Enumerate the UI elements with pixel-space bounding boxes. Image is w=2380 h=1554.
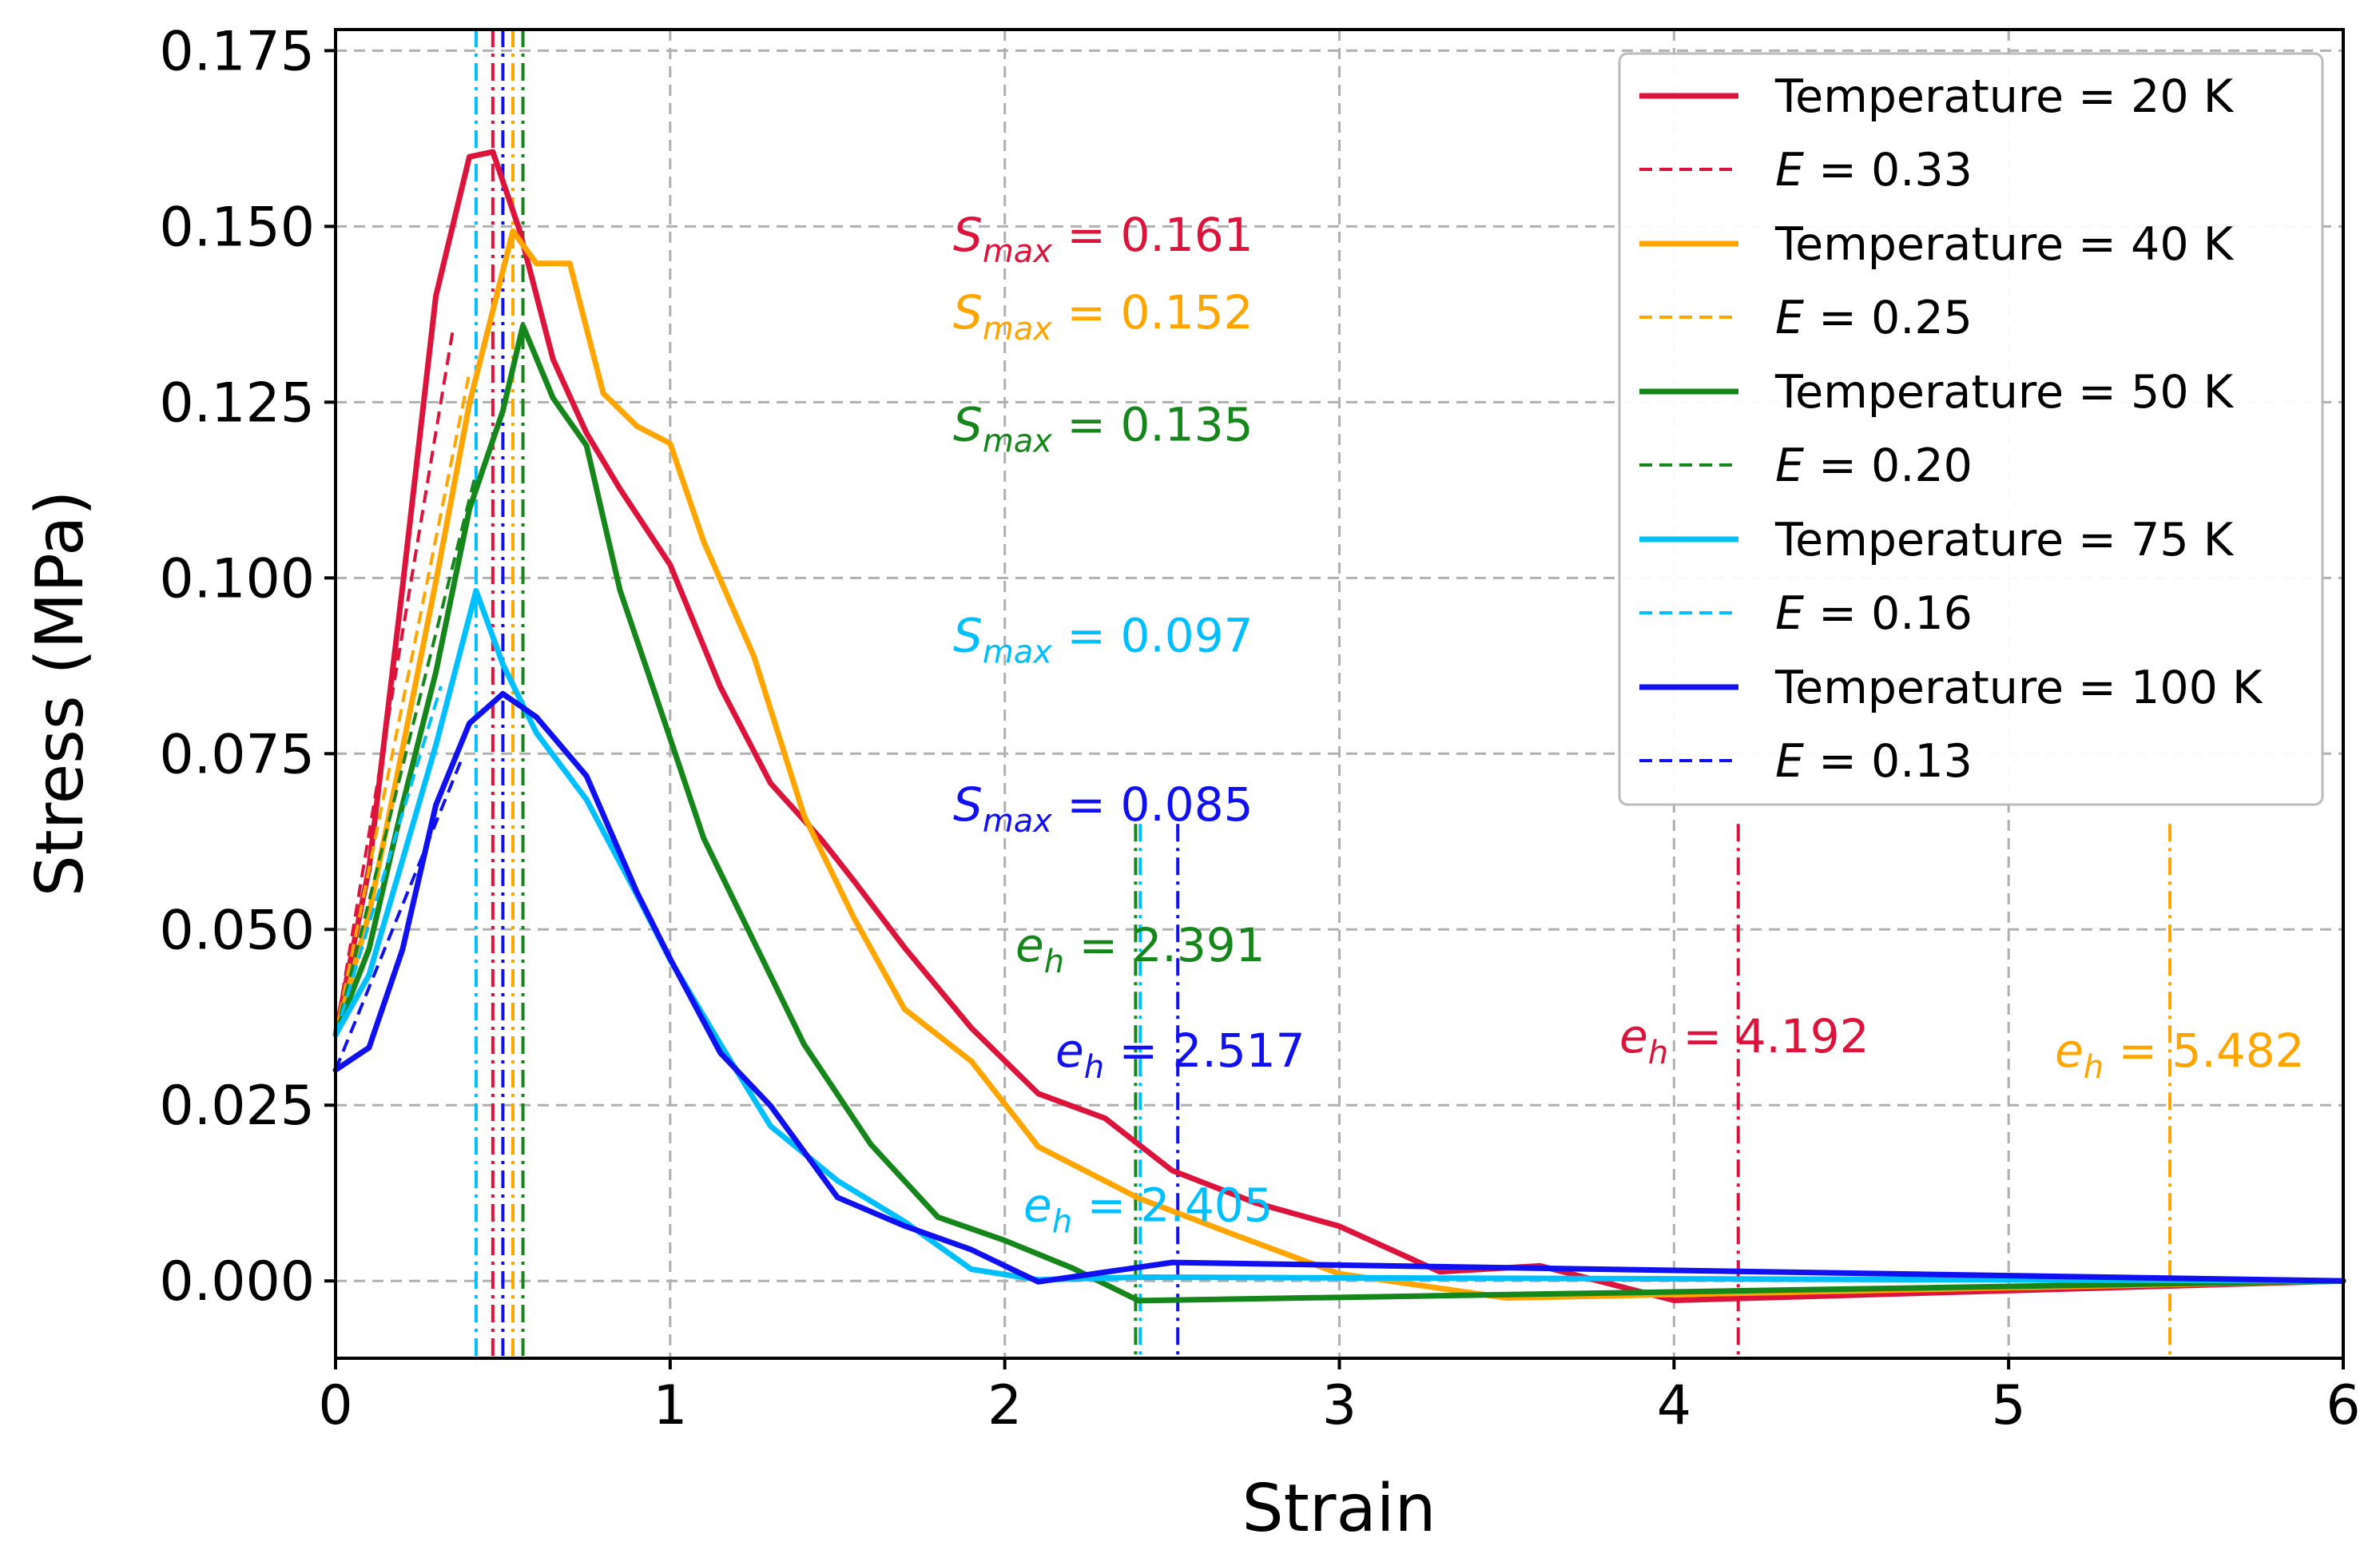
legend-label-temperature: Temperature = 20 K: [1774, 70, 2235, 123]
legend-label-temperature: Temperature = 50 K: [1774, 366, 2235, 419]
y-tick-label: 0.075: [159, 723, 315, 786]
x-tick-label: 2: [987, 1374, 1022, 1437]
y-tick-label: 0.175: [159, 20, 315, 83]
modulus-fit-line: [334, 376, 471, 1035]
eh-label: eh = 5.482: [2055, 1023, 2305, 1086]
eh-label: eh = 4.192: [1619, 1009, 1869, 1071]
smax-label: Smax = 0.161: [953, 208, 1254, 270]
legend-label-temperature: Temperature = 40 K: [1774, 218, 2235, 271]
x-tick-label: 5: [1992, 1374, 2026, 1437]
legend-label-temperature: Temperature = 100 K: [1774, 662, 2263, 714]
smax-label: Smax = 0.085: [953, 777, 1254, 840]
x-tick-label: 4: [1657, 1374, 1691, 1437]
legend-label-modulus: E = 0.20: [1775, 439, 1973, 492]
legend-label-temperature: Temperature = 75 K: [1774, 514, 2235, 566]
smax-label: Smax = 0.152: [953, 285, 1254, 348]
eh-label: eh = 2.391: [1015, 918, 1265, 980]
modulus-fit-line: [334, 760, 463, 1071]
x-tick-label: 6: [2326, 1374, 2360, 1437]
y-tick-label: 0.150: [159, 196, 315, 259]
modulus-fit-line: [334, 686, 443, 1035]
y-axis-title: Stress (MPa): [22, 491, 98, 897]
x-tick-label: 3: [1322, 1374, 1357, 1437]
eh-label: eh = 2.405: [1023, 1178, 1273, 1240]
y-tick-label: 0.125: [159, 372, 315, 435]
annotations: Smax = 0.161 Smax = 0.152 Smax = 0.135 Smax…: [953, 208, 2305, 1240]
y-tick-label: 0.000: [159, 1250, 315, 1314]
x-tick-label: 1: [653, 1374, 687, 1437]
ticks: 0 1 2 3 4 5 6 0.000 0.025 0.050 0.075 0.100 0.125 0.1…: [159, 20, 2360, 1437]
y-tick-label: 0.025: [159, 1075, 315, 1138]
series-curve: [332, 228, 2346, 1301]
series-curve: [332, 149, 2346, 1303]
smax-label: Smax = 0.097: [953, 609, 1254, 671]
legend-box: [1618, 52, 2324, 806]
y-tick-label: 0.100: [159, 547, 315, 610]
series-lines: [332, 149, 2346, 1304]
legend-label-modulus: E = 0.13: [1775, 735, 1973, 788]
eh-label: eh = 2.517: [1055, 1023, 1305, 1086]
y-tick-label: 0.050: [159, 899, 315, 962]
series-curve: [332, 323, 2346, 1304]
modulus-fit-line: [334, 471, 478, 1035]
legend-label-modulus: E = 0.33: [1775, 144, 1973, 197]
smax-label: Smax = 0.135: [953, 398, 1254, 460]
x-axis-title: Strain: [1242, 1471, 1436, 1547]
legend-label-modulus: E = 0.25: [1775, 292, 1973, 344]
legend-label-modulus: E = 0.16: [1775, 587, 1973, 640]
series-curve: [332, 690, 2346, 1285]
legend: Temperature = 20 K E = 0.33 Temperature = …: [1618, 52, 2324, 806]
x-tick-label: 0: [318, 1374, 352, 1437]
